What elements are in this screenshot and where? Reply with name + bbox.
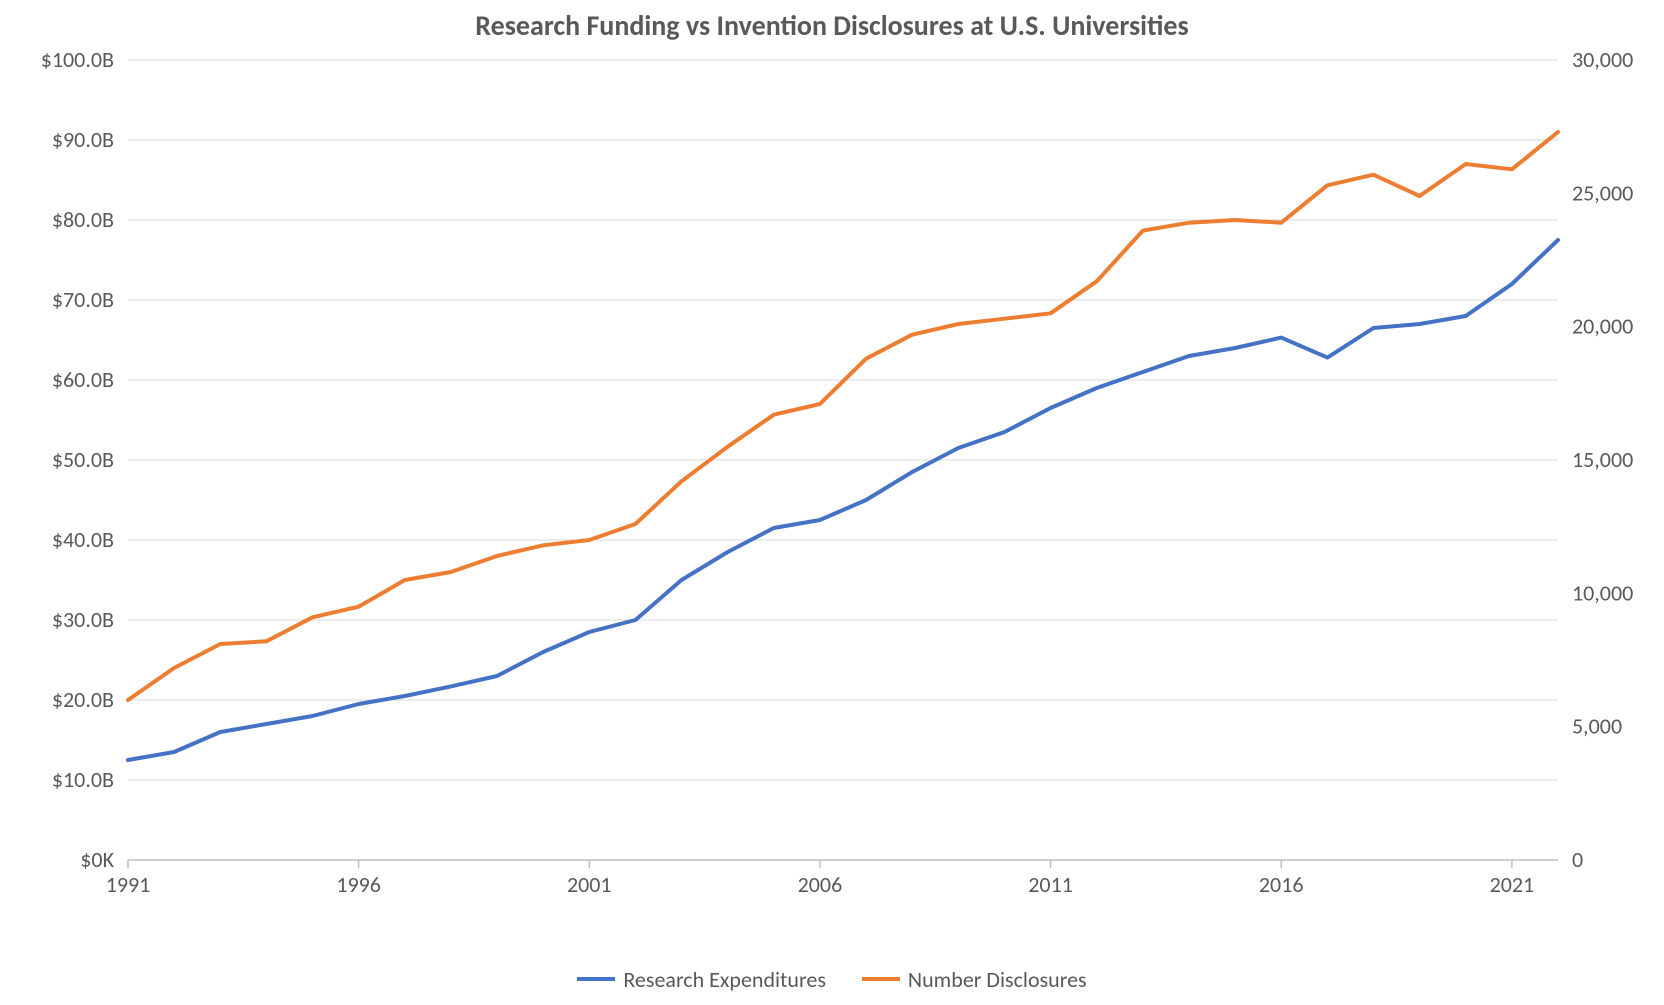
y-right-tick-label: 30,000: [1572, 46, 1633, 73]
y-left-tick-label: $90.0B: [52, 126, 114, 153]
y-left-tick-label: $30.0B: [52, 606, 114, 633]
legend-label: Research Expenditures: [623, 966, 826, 993]
y-left-tick-label: $60.0B: [52, 366, 114, 393]
x-tick-label: 2016: [1259, 871, 1304, 898]
series-number-disclosures: [128, 132, 1558, 700]
x-tick-label: 1991: [106, 871, 151, 898]
y-right-tick-label: 15,000: [1572, 446, 1633, 473]
legend-swatch: [577, 977, 615, 981]
x-tick-label: 2006: [798, 871, 843, 898]
chart-container: Research Funding vs Invention Disclosure…: [0, 0, 1664, 1005]
y-right-tick-label: 0: [1572, 846, 1583, 873]
legend-item: Research Expenditures: [577, 966, 826, 993]
y-left-tick-label: $0K: [80, 846, 114, 873]
y-left-tick-label: $10.0B: [52, 766, 114, 793]
y-right-tick-label: 5,000: [1572, 713, 1622, 740]
y-right-tick-label: 10,000: [1572, 579, 1633, 606]
y-right-tick-label: 25,000: [1572, 179, 1633, 206]
y-left-tick-label: $80.0B: [52, 206, 114, 233]
legend-label: Number Disclosures: [908, 966, 1087, 993]
x-tick-label: 1996: [336, 871, 381, 898]
y-left-tick-label: $100.0B: [41, 46, 114, 73]
series-research-expenditures: [128, 240, 1558, 760]
y-left-tick-label: $70.0B: [52, 286, 114, 313]
chart-legend: Research Expenditures Number Disclosures: [0, 960, 1664, 993]
chart-svg: $0K $10.0B $20.0B $30.0B $40.0B $50.0B $60.0B $…: [0, 0, 1664, 1005]
x-tick-label: 2001: [567, 871, 612, 898]
legend-item: Number Disclosures: [862, 966, 1087, 993]
y-left-tick-label: $20.0B: [52, 686, 114, 713]
y-left-tick-label: $50.0B: [52, 446, 114, 473]
x-tick-label: 2021: [1490, 871, 1535, 898]
legend-swatch: [862, 977, 900, 981]
y-left-tick-label: $40.0B: [52, 526, 114, 553]
x-tick-label: 2011: [1028, 871, 1073, 898]
y-right-tick-label: 20,000: [1572, 313, 1633, 340]
